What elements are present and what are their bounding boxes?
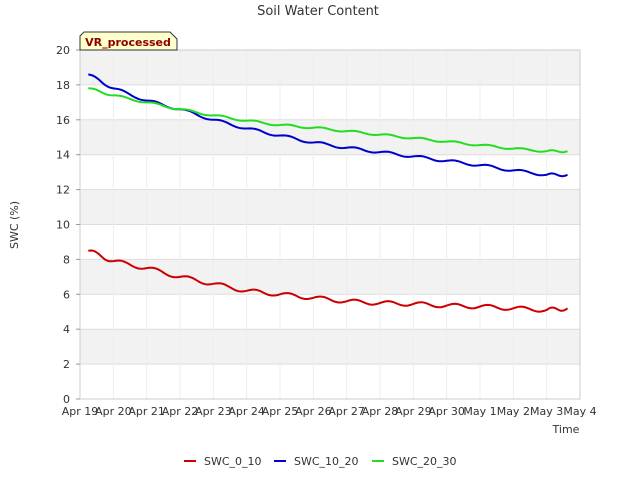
plot-band	[80, 50, 580, 85]
x-tick-label: May 4	[563, 405, 596, 418]
x-tick-label: Apr 19	[62, 405, 99, 418]
y-tick-label: 12	[56, 184, 70, 197]
plot-band	[80, 189, 580, 225]
plot-band	[80, 224, 580, 260]
x-tick-label: Apr 23	[195, 405, 232, 418]
series-line-swc-20-30	[88, 87, 568, 154]
plot-background	[80, 50, 580, 399]
y-axis-label: SWC (%)	[8, 201, 21, 249]
x-tick-label: Apr 25	[262, 405, 299, 418]
x-tick-label: May 1	[463, 405, 496, 418]
x-tick-label: Apr 28	[362, 405, 399, 418]
series-line-swc-0-10	[88, 249, 569, 313]
y-tick-labels: 0 2 4 6 8 10 12 14 16 18 20	[56, 44, 80, 406]
plot-band	[80, 84, 580, 120]
y-tick-label: 16	[56, 114, 70, 127]
x-tick-label: May 2	[497, 405, 530, 418]
badge-label: VR_processed	[85, 36, 171, 49]
status-badge: VR_processed	[79, 31, 178, 51]
legend-label: SWC_0_10	[204, 455, 262, 468]
y-tick-label: 10	[56, 219, 70, 232]
x-tick-label: Apr 22	[162, 405, 199, 418]
x-tick-label: Apr 29	[395, 405, 432, 418]
plot-band	[80, 119, 580, 155]
x-axis-label: Time	[552, 423, 580, 436]
x-tick-label: Apr 21	[128, 405, 165, 418]
x-tick-label: Apr 24	[228, 405, 265, 418]
legend-label: SWC_10_20	[294, 455, 359, 468]
x-tick-label: Apr 26	[295, 405, 332, 418]
plot-band	[80, 329, 580, 365]
x-tick-label: Apr 30	[428, 405, 465, 418]
chart-title: Soil Water Content	[257, 4, 379, 19]
y-tick-label: 6	[63, 288, 70, 301]
series-layer	[88, 73, 569, 313]
plot-band	[80, 259, 580, 295]
y-tick-label: 14	[56, 149, 70, 162]
y-tick-label: 8	[63, 253, 70, 266]
legend: SWC_0_10 SWC_10_20 SWC_20_30	[184, 455, 457, 468]
legend-label: SWC_20_30	[392, 455, 457, 468]
x-tick-label: Apr 20	[95, 405, 132, 418]
badge-box	[79, 31, 178, 51]
plot-band	[80, 364, 580, 399]
x-tick-label: Apr 27	[328, 405, 365, 418]
x-tick-label: May 3	[530, 405, 563, 418]
y-tick-label: 20	[56, 44, 70, 57]
y-tick-label: 0	[63, 393, 70, 406]
y-tick-label: 2	[63, 358, 70, 371]
y-tick-label: 18	[56, 79, 70, 92]
plot-band	[80, 154, 580, 190]
y-tick-label: 4	[63, 323, 70, 336]
